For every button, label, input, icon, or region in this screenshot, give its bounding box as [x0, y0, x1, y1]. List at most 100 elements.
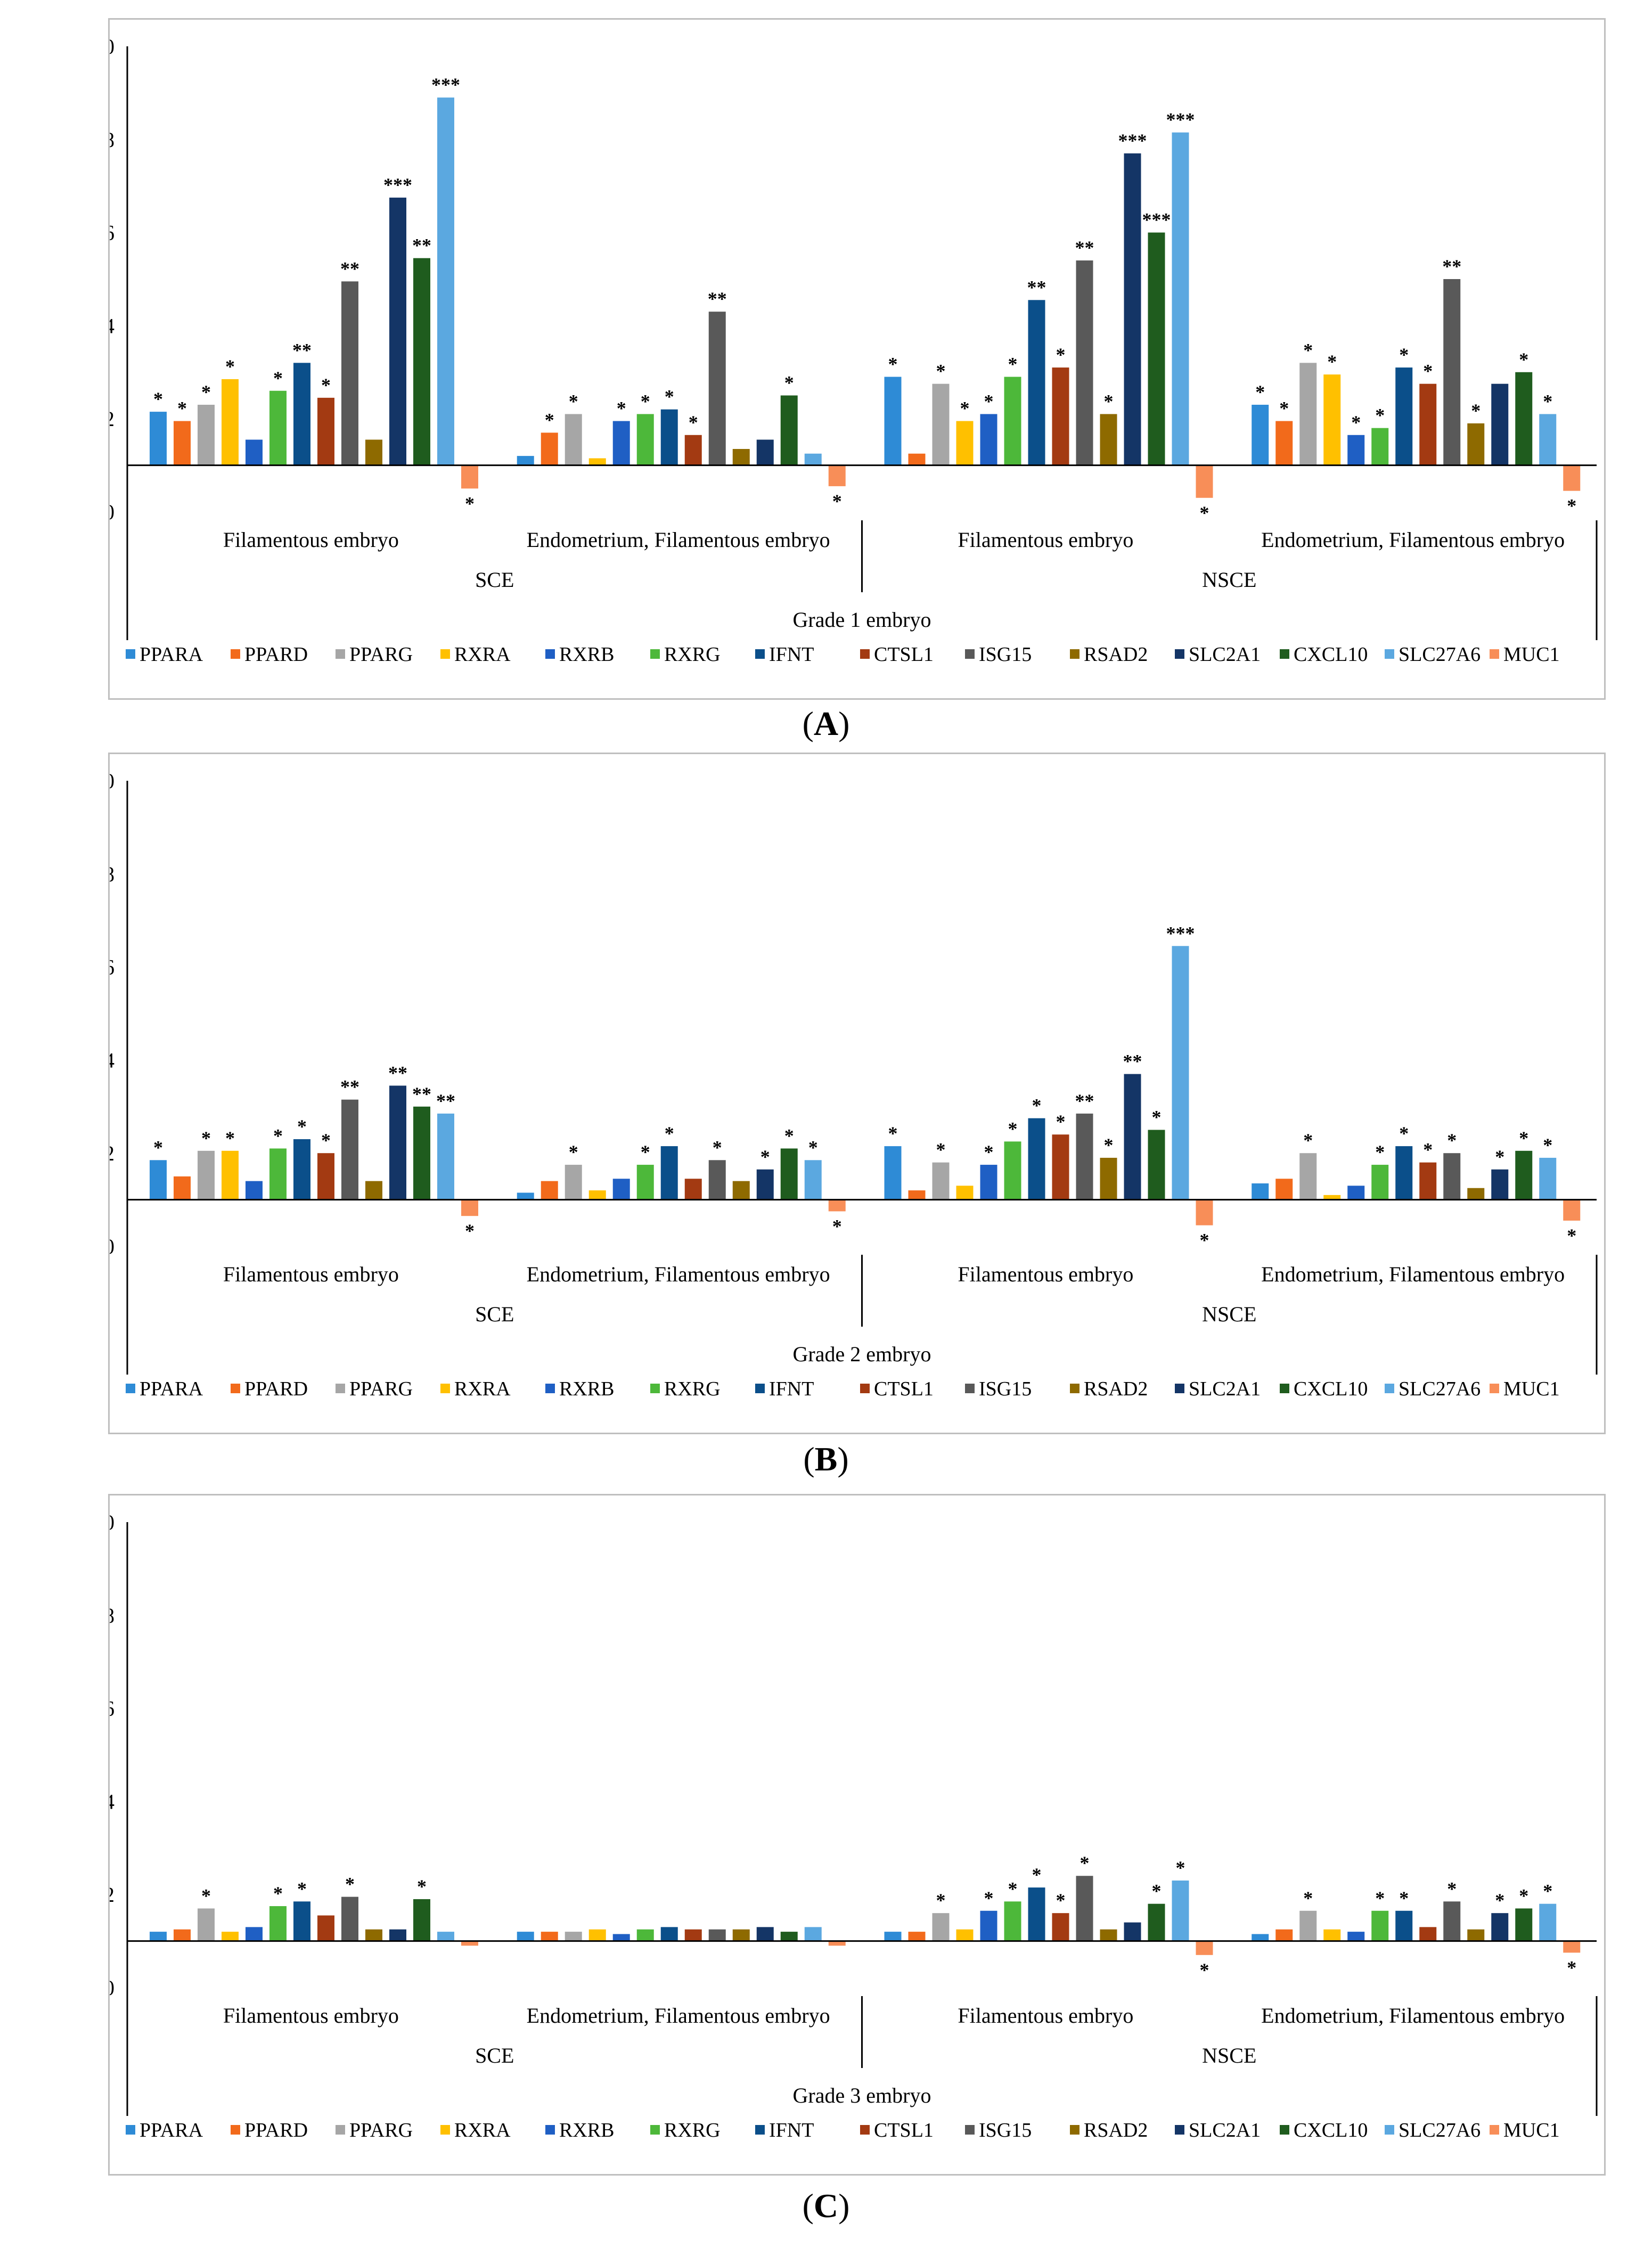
bar-slc2a1: [1491, 1169, 1509, 1200]
legend-swatch-cxcl10: [1280, 1384, 1289, 1393]
legend-label: SLC2A1: [1189, 643, 1261, 666]
significance-label: *: [1200, 502, 1209, 524]
bar-ctsl1: [317, 397, 334, 465]
bar-rxra: [1323, 374, 1341, 465]
legend-swatch-slc27a6: [1385, 1384, 1394, 1393]
bar-rxra: [1323, 1929, 1341, 1941]
significance-label: *: [1032, 1864, 1042, 1885]
legend-swatch-rxra: [440, 2125, 450, 2135]
category-label: Endometrium, Filamentous embryo: [527, 1262, 830, 1286]
legend-swatch-cxcl10: [1280, 649, 1289, 659]
significance-label: *: [1080, 1852, 1090, 1874]
significance-label: *: [297, 1878, 307, 1899]
bar-ppara: [517, 456, 534, 465]
chart-panel-b: 0246810Relative mRNA expressions (Fold e…: [108, 753, 1606, 1434]
bar-ppara: [1252, 1183, 1269, 1200]
significance-label: *: [888, 354, 898, 375]
category-label: Filamentous embryo: [223, 1262, 399, 1286]
bar-cxcl10: [780, 1932, 798, 1941]
bar-slc27a6: [1172, 946, 1189, 1200]
bar-ppara: [150, 1932, 167, 1941]
significance-label: *: [1399, 1123, 1409, 1144]
bar-rxrb: [980, 1165, 997, 1200]
legend-label: ISG15: [979, 1378, 1032, 1400]
bar-rxrb: [612, 421, 630, 465]
group-label: SCE: [475, 568, 514, 592]
bar-slc27a6: [1172, 1880, 1189, 1941]
legend-label: MUC1: [1503, 643, 1560, 666]
bar-rxra: [588, 458, 606, 465]
significance-label: *: [1303, 1887, 1313, 1909]
bar-slc2a1: [1124, 153, 1141, 465]
bar-ppara: [150, 412, 167, 465]
bar-cxcl10: [780, 1148, 798, 1200]
bar-pparg: [932, 383, 950, 465]
legend-swatch-ppara: [126, 1384, 135, 1393]
significance-label: *: [1032, 1095, 1042, 1116]
legend-swatch-ifnt: [755, 649, 765, 659]
bar-ppard: [1275, 1929, 1293, 1941]
legend-swatch-ppard: [231, 649, 240, 659]
bar-muc1: [461, 1941, 478, 1946]
bar-ctsl1: [1052, 367, 1069, 465]
bar-ppara: [150, 1160, 167, 1200]
significance-label: *: [1423, 1139, 1433, 1160]
bar-slc2a1: [1491, 1913, 1509, 1941]
category-label: Endometrium, Filamentous embryo: [527, 2004, 830, 2028]
bar-rsad2: [732, 449, 750, 465]
chart-title: Grade 3 embryo: [793, 2083, 931, 2107]
legend-label: PPARD: [244, 2119, 308, 2141]
legend-label: IFNT: [769, 643, 814, 666]
bar-ppara: [517, 1192, 534, 1200]
bar-isg15: [1076, 1876, 1093, 1941]
legend-label: PPARA: [140, 643, 203, 666]
bar-rsad2: [1467, 1929, 1485, 1941]
y-tick-label: 10: [110, 769, 115, 793]
significance-label: **: [1123, 1051, 1142, 1072]
significance-label: **: [340, 258, 359, 279]
bar-ifnt: [1395, 367, 1413, 465]
bar-cxcl10: [413, 258, 430, 465]
chart-title: Grade 2 embryo: [793, 1342, 931, 1366]
bar-pparg: [198, 1150, 215, 1200]
legend-swatch-ppara: [126, 2125, 135, 2135]
significance-label: *: [1303, 1130, 1313, 1151]
bar-ctsl1: [1419, 1927, 1437, 1941]
bar-slc2a1: [756, 1927, 774, 1941]
bar-rxrg: [636, 414, 654, 465]
bar-cxcl10: [1515, 1908, 1533, 1941]
legend-label: PPARG: [349, 2119, 413, 2141]
bar-rxrg: [269, 1906, 287, 1941]
significance-label: *: [569, 1141, 578, 1163]
bar-ppard: [174, 1929, 191, 1941]
bar-ppard: [541, 1932, 558, 1941]
bar-rxrg: [269, 1148, 287, 1200]
legend-label: CTSL1: [874, 2119, 934, 2141]
group-label: SCE: [475, 1302, 514, 1326]
bar-pparg: [565, 1932, 582, 1941]
bar-ifnt: [1028, 300, 1045, 465]
significance-label: *: [1543, 1881, 1552, 1902]
category-label: Filamentous embryo: [958, 1262, 1133, 1286]
category-label: Endometrium, Filamentous embryo: [527, 528, 830, 552]
bar-rxra: [588, 1190, 606, 1200]
chart-panel-c: 0246810Relative mRNA expressions (Fold e…: [108, 1494, 1606, 2176]
caption-a: (A): [802, 705, 850, 742]
significance-label: **: [412, 235, 431, 256]
y-tick-label: 10: [110, 1510, 115, 1534]
bar-cxcl10: [1148, 232, 1165, 465]
bar-ppard: [1275, 421, 1293, 465]
bar-isg15: [1076, 260, 1093, 465]
legend-swatch-rxrb: [545, 2125, 555, 2135]
legend-label: MUC1: [1503, 1378, 1560, 1400]
significance-label: *: [1543, 1134, 1552, 1156]
significance-label: *: [1543, 390, 1552, 412]
legend-label: MUC1: [1503, 2119, 1560, 2141]
bar-ifnt: [1395, 1146, 1413, 1200]
significance-label: **: [1027, 276, 1046, 298]
y-tick-label: 0: [110, 1976, 115, 2000]
bar-ppara: [1252, 404, 1269, 465]
significance-label: *: [345, 1874, 355, 1895]
y-tick-label: 6: [110, 221, 115, 245]
significance-label: *: [1200, 1230, 1209, 1251]
